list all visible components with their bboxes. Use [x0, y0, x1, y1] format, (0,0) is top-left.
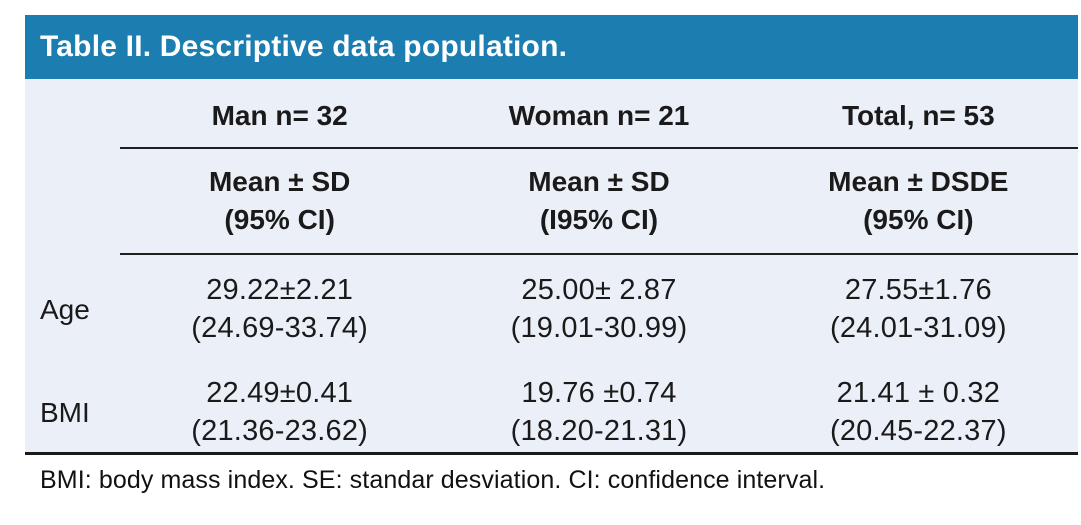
stat-header-line2: (95% CI) [863, 204, 974, 235]
ci-value: (21.36-23.62) [191, 415, 369, 447]
ci-value: (24.01-31.09) [829, 312, 1007, 344]
table-title-bar: Table II. Descriptive data population. [25, 15, 1078, 79]
row-label-age: Age [40, 293, 90, 325]
stat-header-total: Mean ± DSDE (95% CI) [758, 148, 1078, 255]
column-header-woman: Woman n= 21 [439, 79, 759, 149]
stat-header-line1: Mean ± SD [528, 166, 670, 198]
cell-bmi-woman: 19.76 ±0.74 (18.20-21.31) [439, 365, 758, 461]
corner-cell [25, 148, 120, 254]
table-body-panel: Man n= 32 Woman n= 21 Total, n= 53 Mean … [25, 79, 1078, 455]
stat-header-line2: (95% CI) [224, 204, 335, 235]
mean-sd-value: 29.22±2.21 [206, 274, 354, 307]
mean-sd-value: 25.00± 2.87 [521, 274, 677, 307]
table-title: Table II. Descriptive data population. [40, 30, 568, 63]
ci-value: (19.01-30.99) [510, 312, 688, 344]
ci-value: (18.20-21.31) [510, 415, 688, 447]
table-footnote: BMI: body mass index. SE: standar desvia… [40, 466, 826, 494]
mean-sd-value: 22.49±0.41 [206, 377, 354, 410]
stat-header-row: Mean ± SD (95% CI) Mean ± SD (I95% CI) M… [25, 148, 1078, 255]
cell-age-total: 27.55±1.76 (24.01-31.09) [759, 254, 1078, 365]
column-header-man: Man n= 32 [120, 79, 440, 149]
stat-header-woman: Mean ± SD (I95% CI) [439, 148, 759, 255]
ci-value: (20.45-22.37) [829, 415, 1007, 447]
stat-header-line1: Mean ± DSDE [828, 166, 1009, 198]
group-header-row: Man n= 32 Woman n= 21 Total, n= 53 [25, 79, 1078, 149]
cell-bmi-total: 21.41 ± 0.32 (20.45-22.37) [759, 365, 1078, 461]
stat-header-man: Mean ± SD (95% CI) [120, 148, 440, 255]
mean-sd-value: 21.41 ± 0.32 [836, 377, 1001, 410]
column-header-total: Total, n= 53 [758, 79, 1078, 149]
mean-sd-value: 27.55±1.76 [844, 274, 992, 307]
cell-bmi-man: 22.49±0.41 (21.36-23.62) [120, 365, 439, 461]
table-row-age: Age 29.22±2.21 (24.69-33.74) 25.00± 2.87… [25, 254, 1078, 365]
stat-header-line1: Mean ± SD [208, 166, 351, 198]
cell-age-man: 29.22±2.21 (24.69-33.74) [120, 254, 439, 365]
stat-header-line2: (I95% CI) [539, 204, 659, 235]
row-label-bmi: BMI [40, 397, 90, 428]
cell-age-woman: 25.00± 2.87 (19.01-30.99) [439, 254, 758, 365]
mean-sd-value: 19.76 ±0.74 [521, 377, 677, 410]
ci-value: (24.69-33.74) [191, 312, 369, 344]
descriptive-data-table: Man n= 32 Woman n= 21 Total, n= 53 Mean … [25, 79, 1078, 461]
table-row-bmi: BMI 22.49±0.41 (21.36-23.62) 19.76 ±0.74… [25, 365, 1078, 461]
corner-cell [25, 79, 120, 148]
